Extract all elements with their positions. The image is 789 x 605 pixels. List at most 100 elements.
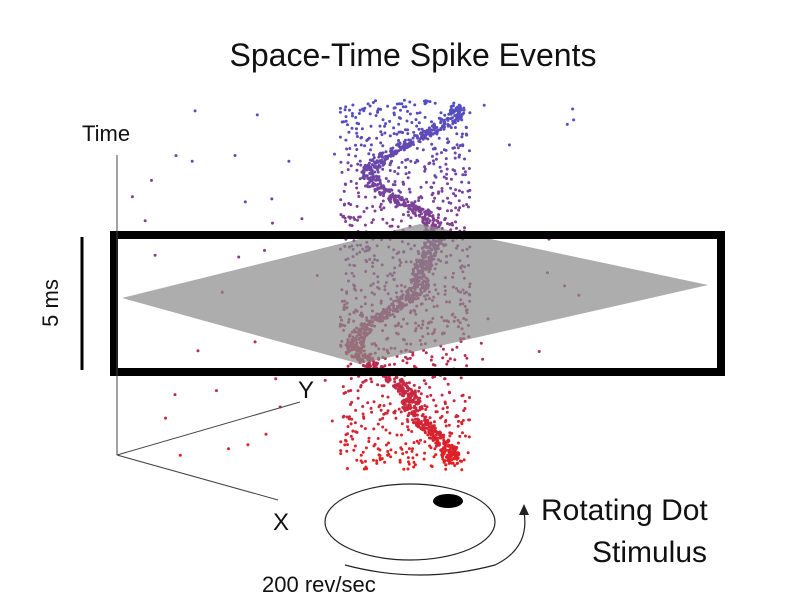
spike bbox=[399, 190, 402, 194]
spike bbox=[433, 196, 437, 200]
spike bbox=[443, 216, 447, 220]
spike bbox=[437, 116, 441, 120]
spike bbox=[409, 159, 413, 163]
spike bbox=[380, 184, 384, 188]
spike bbox=[423, 451, 427, 455]
spike bbox=[383, 124, 387, 128]
spike bbox=[446, 182, 449, 186]
speed-label: 200 rev/sec bbox=[262, 572, 376, 597]
spike bbox=[350, 417, 354, 421]
spike bbox=[423, 129, 427, 133]
spike bbox=[406, 132, 410, 136]
spike bbox=[468, 111, 472, 115]
spike bbox=[367, 436, 371, 440]
spike bbox=[412, 465, 416, 469]
spike bbox=[344, 119, 348, 123]
spike bbox=[402, 198, 406, 202]
spike bbox=[424, 101, 428, 105]
spike bbox=[412, 441, 416, 445]
spike bbox=[359, 143, 363, 147]
spike bbox=[402, 202, 406, 205]
spike bbox=[424, 351, 428, 355]
spike bbox=[423, 415, 427, 419]
spike bbox=[463, 354, 467, 357]
spike bbox=[403, 383, 407, 387]
spike bbox=[379, 208, 383, 212]
spike bbox=[339, 213, 343, 217]
spike bbox=[355, 148, 359, 151]
spike bbox=[440, 117, 444, 121]
spike bbox=[367, 161, 371, 165]
spike bbox=[479, 341, 483, 345]
spike bbox=[386, 104, 390, 108]
spike bbox=[366, 102, 370, 106]
spike bbox=[441, 356, 445, 360]
spike bbox=[375, 136, 379, 140]
spike bbox=[444, 442, 448, 446]
spike bbox=[429, 436, 433, 440]
spike bbox=[430, 193, 434, 197]
spike bbox=[214, 389, 218, 393]
spike bbox=[358, 108, 362, 112]
spike bbox=[458, 153, 461, 157]
spike bbox=[387, 441, 390, 445]
spike bbox=[143, 219, 147, 223]
spike bbox=[357, 122, 361, 126]
spike bbox=[443, 402, 447, 406]
spike bbox=[392, 111, 396, 115]
spike bbox=[343, 216, 347, 220]
spike bbox=[237, 255, 241, 259]
spike bbox=[432, 455, 436, 459]
spike bbox=[407, 392, 411, 396]
spike bbox=[565, 122, 569, 126]
spike bbox=[405, 450, 409, 454]
spike bbox=[427, 430, 431, 434]
spike bbox=[388, 402, 392, 406]
spike bbox=[450, 348, 454, 352]
spike bbox=[363, 144, 367, 148]
spike bbox=[447, 112, 451, 116]
spike bbox=[376, 177, 380, 181]
spike bbox=[413, 400, 417, 404]
spike bbox=[415, 124, 419, 128]
spike bbox=[376, 437, 380, 440]
spike bbox=[395, 102, 399, 106]
spike bbox=[395, 132, 399, 136]
spike bbox=[446, 209, 449, 213]
spike bbox=[454, 220, 458, 224]
spike bbox=[437, 136, 441, 140]
spike bbox=[367, 136, 371, 140]
spike bbox=[349, 362, 353, 366]
spike bbox=[445, 455, 449, 459]
spike bbox=[457, 419, 460, 423]
stimulus-label-2: Stimulus bbox=[592, 536, 707, 569]
spike bbox=[464, 126, 468, 130]
spike bbox=[270, 197, 274, 201]
stimulus-dot bbox=[433, 494, 463, 508]
spike bbox=[466, 451, 470, 455]
spike bbox=[383, 159, 387, 162]
spike bbox=[419, 438, 422, 442]
spike bbox=[349, 422, 353, 426]
spike bbox=[338, 110, 342, 114]
spike bbox=[348, 147, 352, 150]
spike bbox=[380, 153, 384, 157]
spike bbox=[408, 396, 412, 400]
spike bbox=[446, 438, 450, 442]
spike bbox=[351, 437, 355, 441]
spike bbox=[372, 360, 376, 364]
stimulus-circle bbox=[324, 483, 496, 561]
spike bbox=[378, 124, 382, 128]
spike bbox=[430, 142, 434, 146]
spike bbox=[364, 378, 368, 382]
spike bbox=[349, 403, 352, 406]
spike bbox=[356, 396, 360, 400]
spike bbox=[442, 175, 446, 179]
spike bbox=[401, 180, 405, 184]
spike bbox=[461, 431, 464, 435]
spike bbox=[418, 420, 422, 424]
spike bbox=[407, 462, 411, 466]
spike bbox=[333, 152, 336, 156]
spike bbox=[362, 173, 366, 177]
spike bbox=[388, 134, 392, 138]
